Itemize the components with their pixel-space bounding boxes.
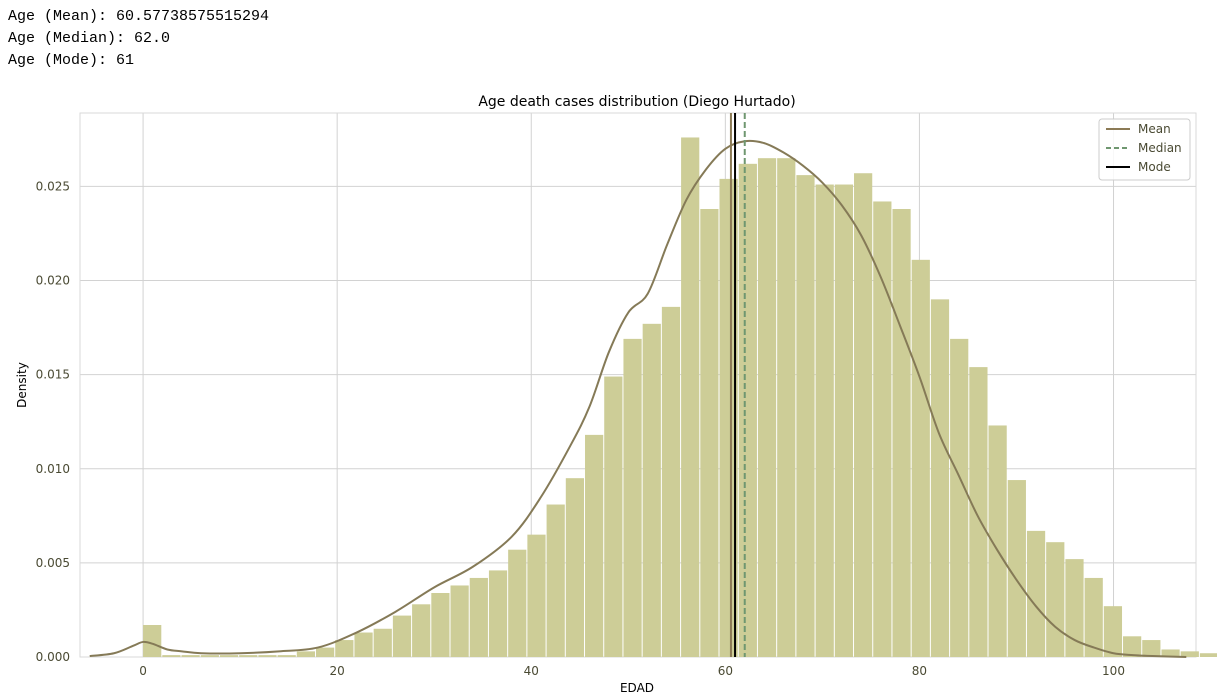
kde-line: [89, 139, 1187, 658]
histogram-bar: [296, 651, 316, 657]
histogram-bar: [796, 175, 815, 657]
mode-output-line: Age (Mode): 61: [8, 52, 135, 69]
histogram-bar: [546, 504, 565, 657]
y-tick-label: 0.005: [36, 556, 70, 570]
histogram-bar: [200, 655, 219, 657]
histogram-bar: [162, 655, 181, 657]
histogram-bar: [1046, 542, 1065, 657]
histogram-bar: [719, 178, 738, 657]
histogram-bar: [1084, 577, 1103, 657]
histogram-bar: [1007, 480, 1026, 657]
y-tick-label: 0.020: [36, 274, 70, 288]
histogram-bar: [623, 338, 642, 657]
y-tick-label: 0.000: [36, 650, 70, 664]
histogram-bar: [1142, 640, 1161, 657]
x-tick-label: 100: [1102, 664, 1125, 678]
histogram-bar: [450, 585, 469, 657]
histogram-bar: [1161, 649, 1180, 657]
histogram-bar: [219, 655, 239, 657]
histogram-bar: [661, 306, 681, 657]
histogram-bar: [181, 655, 200, 657]
histogram-bar: [1180, 651, 1199, 657]
histogram-bar: [969, 367, 988, 657]
y-tick-label: 0.025: [36, 179, 70, 193]
legend-mode-label: Mode: [1138, 160, 1171, 174]
median-output-line: Age (Median): 62.0: [8, 30, 171, 47]
y-tick-label: 0.010: [36, 462, 70, 476]
histogram-bar: [1103, 606, 1123, 657]
histogram-bar: [873, 201, 892, 657]
histogram-bar: [1199, 653, 1217, 657]
histogram-bar: [1065, 559, 1084, 657]
x-tick-label: 40: [524, 664, 539, 678]
histogram-bar: [373, 628, 392, 657]
histogram-bar: [1026, 530, 1046, 657]
kde-curve: [89, 139, 1187, 658]
histogram-bar: [565, 478, 585, 657]
x-axis-label: EDAD: [620, 681, 654, 695]
histogram-bar: [777, 158, 796, 658]
mean-output-line: Age (Mean): 60.57738575515294: [8, 8, 270, 25]
histogram-bar: [834, 184, 854, 657]
histogram-bar: [911, 259, 930, 657]
histogram-bar: [143, 625, 162, 657]
legend-median-label: Median: [1138, 141, 1182, 155]
histogram-bar: [681, 137, 700, 657]
histogram-bar: [488, 570, 508, 657]
histogram-bar: [757, 158, 777, 658]
legend-mean-label: Mean: [1138, 122, 1171, 136]
histogram-bar: [1123, 636, 1142, 657]
histogram-bar: [604, 376, 623, 657]
histogram-bar: [642, 323, 661, 657]
histogram-bar: [431, 593, 450, 657]
histogram-bar: [527, 534, 546, 657]
console-output: Age (Mean): 60.57738575515294 Age (Media…: [8, 6, 269, 72]
histogram-bar: [239, 655, 258, 657]
histogram-bar: [508, 549, 527, 657]
histogram-bar: [316, 647, 335, 657]
histogram-bar: [392, 615, 412, 657]
histogram-bars: [143, 137, 1217, 658]
x-tick-label: 0: [139, 664, 147, 678]
histogram-bar: [930, 299, 950, 657]
legend-box: [1098, 118, 1191, 181]
histogram-bar: [258, 655, 277, 657]
x-tick-label: 60: [718, 664, 733, 678]
histogram-bar: [585, 434, 604, 657]
histogram-bar: [335, 640, 354, 657]
histogram-bar: [815, 184, 834, 657]
x-tick-label: 20: [330, 664, 345, 678]
legend: Mean Median Mode: [1098, 118, 1191, 181]
histogram-bar: [950, 338, 969, 657]
histogram-bar: [700, 209, 719, 657]
histogram-bar: [892, 209, 911, 657]
chart-title: Age death cases distribution (Diego Hurt…: [478, 94, 795, 110]
y-axis-label: Density: [15, 362, 29, 408]
histogram-bar: [277, 655, 296, 657]
histogram-bar: [412, 604, 431, 657]
histogram-bar: [988, 425, 1007, 657]
x-axis-ticks: 0 20 40 60 80 100: [139, 664, 1125, 678]
histogram-bar: [854, 173, 873, 657]
histogram-bar: [469, 577, 488, 657]
y-tick-label: 0.015: [36, 368, 70, 382]
histogram-bar: [738, 163, 757, 657]
x-tick-label: 80: [912, 664, 927, 678]
y-axis-ticks: 0.000 0.005 0.010 0.015 0.020 0.025: [36, 179, 70, 664]
statistic-lines: [729, 113, 746, 657]
histogram-bar: [354, 632, 373, 657]
